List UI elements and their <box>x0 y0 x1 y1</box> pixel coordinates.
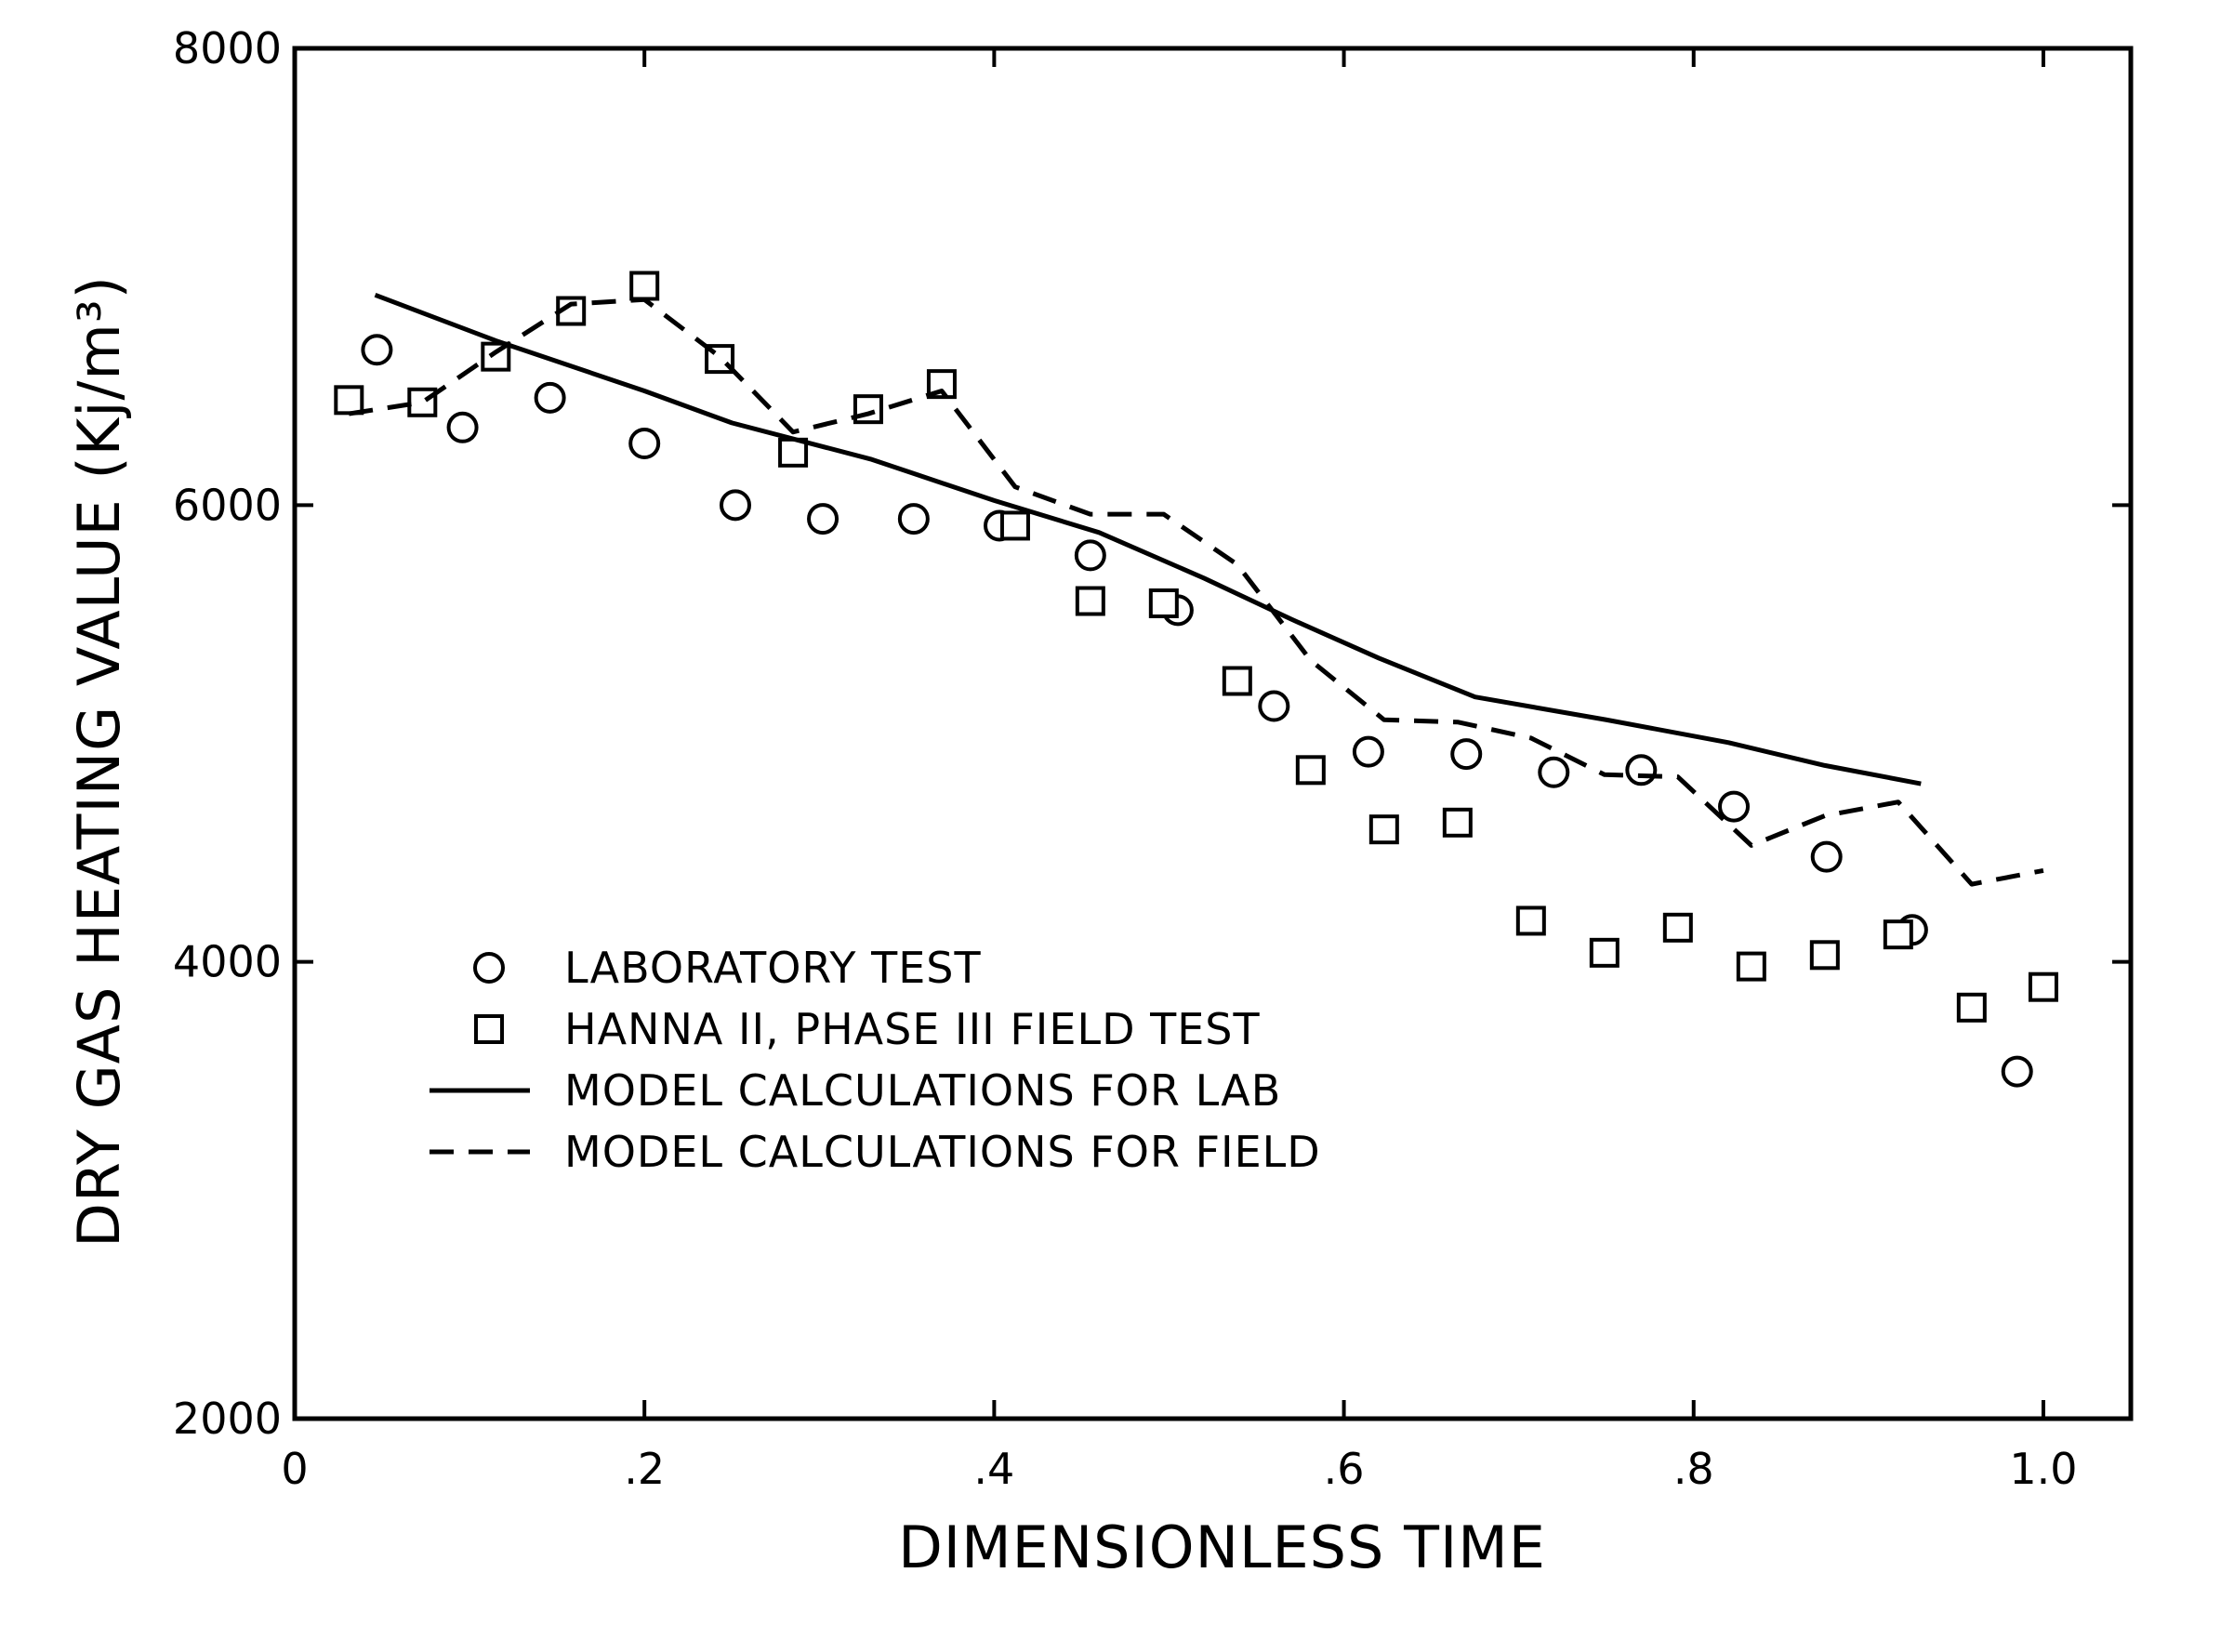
legend-item: MODEL CALCULATIONS FOR FIELD <box>430 1127 1321 1177</box>
data-point-circle <box>1258 690 1290 722</box>
data-point-circle <box>1352 735 1384 768</box>
data-point-square <box>481 341 511 372</box>
data-point-circle <box>807 503 839 535</box>
legend-item: HANNA II, PHASE III FIELD TEST <box>474 1004 1261 1054</box>
data-point-square <box>1589 937 1619 968</box>
x-tick-label: .8 <box>1673 1444 1714 1494</box>
data-point-circle <box>1810 840 1843 873</box>
legend-swatch-square <box>474 1014 504 1044</box>
legend-label: MODEL CALCULATIONS FOR FIELD <box>564 1127 1321 1177</box>
data-point-square <box>1295 755 1326 786</box>
x-axis-title: DIMENSIONLESS TIME <box>898 1513 1546 1581</box>
data-point-square <box>1148 588 1179 618</box>
axis-tick-labels: 0 .2 .4 .6 .8 1.0 2000 4000 6000 8000 <box>173 23 2078 1494</box>
data-point-circle <box>897 503 930 535</box>
series-layer <box>334 271 2058 1088</box>
y-axis-title: DRY GAS HEATING VALUE (Kj/m³) <box>65 275 133 1248</box>
plot-frame <box>292 46 2134 1421</box>
data-point-circle <box>1718 790 1751 823</box>
data-point-circle <box>446 411 479 443</box>
y-tick-label: 2000 <box>173 1394 282 1444</box>
legend-item: MODEL CALCULATIONS FOR LAB <box>430 1065 1281 1116</box>
data-point-square <box>1075 586 1105 616</box>
data-point-circle <box>628 428 661 460</box>
data-point-circle <box>1538 756 1570 788</box>
series-line <box>374 292 1922 786</box>
legend-label: LABORATORY TEST <box>564 943 982 993</box>
data-point-circle <box>2001 1055 2033 1088</box>
data-point-circle <box>1450 738 1483 771</box>
data-point-square <box>1368 814 1399 845</box>
series-line <box>348 297 2044 887</box>
x-tick-label: 0 <box>281 1444 308 1494</box>
x-tick-label: 1.0 <box>2009 1444 2077 1494</box>
data-point-square <box>629 271 660 301</box>
data-point-square <box>1956 992 1987 1023</box>
data-point-square <box>334 385 364 416</box>
legend-label: HANNA II, PHASE III FIELD TEST <box>564 1004 1261 1054</box>
data-point-circle <box>1074 539 1106 572</box>
data-point-square <box>2028 971 2058 1002</box>
data-point-square <box>1662 912 1693 943</box>
data-point-square <box>1883 919 1913 950</box>
y-tick-label: 8000 <box>173 23 282 73</box>
data-point-square <box>1515 905 1546 936</box>
data-point-square <box>1222 666 1252 696</box>
x-tick-label: .2 <box>624 1444 665 1494</box>
series-laboratory-test <box>361 334 2033 1088</box>
data-point-square <box>853 394 883 425</box>
data-point-circle <box>720 489 751 522</box>
y-tick-label: 6000 <box>173 480 282 530</box>
legend-label: MODEL CALCULATIONS FOR LAB <box>564 1065 1281 1116</box>
data-point-circle <box>534 381 566 414</box>
legend-swatch-circle <box>473 952 505 984</box>
series-model-calculations-for-field <box>348 297 2044 887</box>
legend: LABORATORY TEST HANNA II, PHASE III FIELD… <box>430 943 1321 1177</box>
data-point-square <box>1442 807 1473 838</box>
series-hanna-ii-phase-iii-field-test <box>334 271 2058 1023</box>
data-point-square <box>407 387 438 417</box>
data-point-square <box>1736 951 1766 982</box>
y-tick-label: 4000 <box>173 937 282 987</box>
data-point-circle <box>1625 754 1658 786</box>
data-point-square <box>999 510 1030 541</box>
axis-ticks <box>293 46 2131 1421</box>
x-tick-label: .6 <box>1324 1444 1365 1494</box>
data-point-circle <box>361 334 393 366</box>
data-point-square <box>1809 940 1840 971</box>
series-model-calculations-for-lab <box>374 292 1922 786</box>
x-tick-label: .4 <box>973 1444 1014 1494</box>
legend-item: LABORATORY TEST <box>473 943 982 993</box>
